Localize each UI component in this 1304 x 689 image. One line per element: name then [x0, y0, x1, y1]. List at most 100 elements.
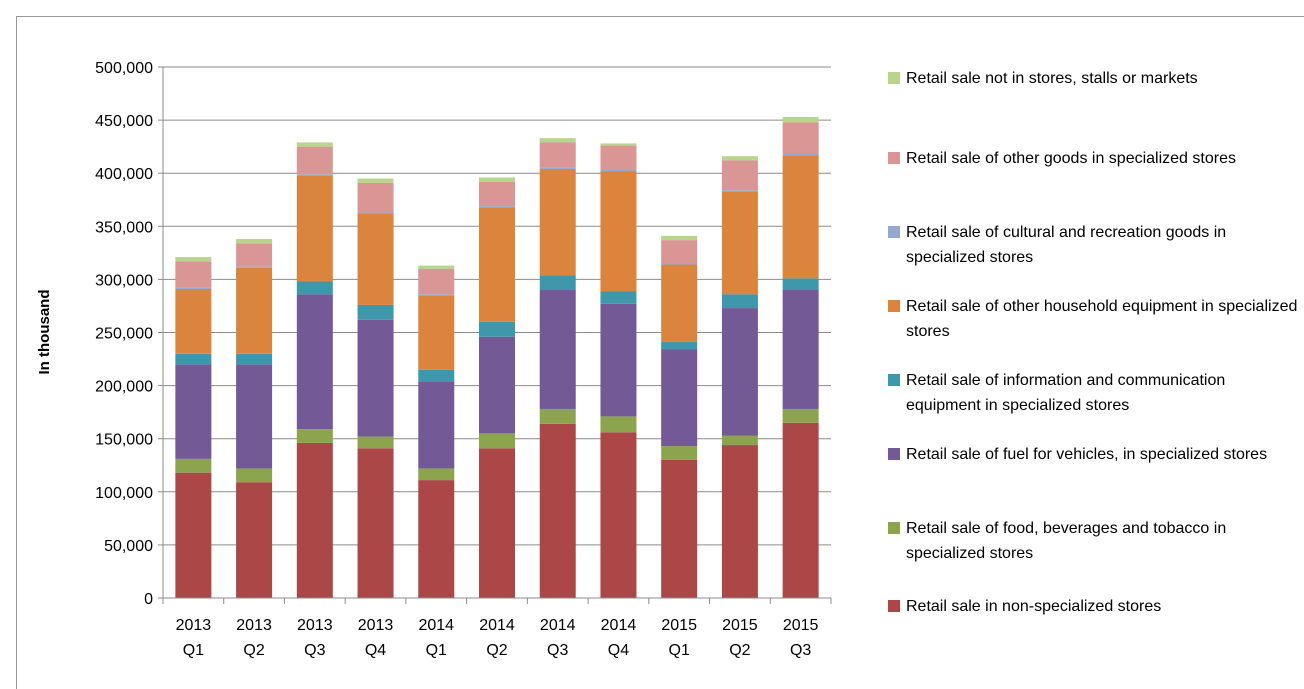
bar-segment: [175, 472, 212, 598]
bar-segment: [539, 168, 576, 276]
bar-segment: [539, 290, 576, 409]
y-tick-label: 200,000: [95, 379, 153, 396]
bar-segment: [357, 182, 394, 213]
bar-segment: [539, 423, 576, 598]
bar-segment: [721, 294, 758, 309]
bar-segment: [539, 142, 576, 168]
bar-segment: [479, 448, 515, 598]
bar-segment: [661, 240, 698, 264]
bar-segment: [479, 433, 515, 449]
x-tick-label: 2013 Q1: [176, 617, 212, 659]
legend-swatch: [888, 448, 900, 460]
bar-segment: [782, 408, 819, 423]
bar-segment: [600, 416, 637, 433]
bar-segment: [236, 468, 273, 483]
y-tick-label: 450,000: [95, 113, 153, 130]
y-tick-label: 50,000: [104, 538, 153, 555]
legend-swatch: [888, 374, 900, 386]
bar-segment: [661, 264, 698, 343]
bar-segment: [296, 174, 333, 176]
bar-segment: [782, 155, 819, 279]
bar-segment: [175, 261, 212, 288]
bar-segment: [357, 213, 394, 305]
bar-segment: [782, 116, 819, 123]
legend-item: Retail sale of other goods in specialize…: [888, 146, 1298, 171]
legend-label: Retail sale not in stores, stalls or mar…: [906, 70, 1198, 87]
bar-segment: [721, 191, 758, 295]
y-axis-title: In thousand: [36, 290, 53, 375]
y-tick-labels: 0 50,000 100,000 150,000 200,000 250,000 300,0…: [95, 60, 153, 608]
bar-segment: [236, 353, 273, 365]
bar-segment: [661, 459, 698, 598]
bar-segment: [357, 436, 394, 449]
bar-segment: [175, 353, 212, 365]
bar-segment: [479, 321, 515, 337]
bar-segment: [721, 308, 758, 436]
bar-segment: [175, 458, 212, 473]
bar-segment: [236, 243, 273, 267]
bar-segment: [661, 349, 698, 447]
x-tick-label: 2013 Q2: [236, 617, 272, 659]
bar-segment: [539, 167, 576, 169]
bar-segment: [661, 446, 698, 460]
bar-segment: [600, 432, 637, 598]
bar-segment: [175, 287, 212, 289]
legend-item: Retail sale of fuel for vehicles, in spe…: [888, 442, 1298, 467]
x-tick-labels: 2013 Q1 2013 Q2 2013 Q3 2013 Q4 2014 Q1 2014 Q2 2014…: [176, 617, 819, 659]
y-tick-label: 0: [144, 591, 153, 608]
legend-item: Retail sale in non-specialized stores: [888, 594, 1298, 619]
y-tick-label: 300,000: [95, 272, 153, 289]
legend-label: Retail sale of cultural and recreation g…: [906, 224, 1227, 266]
bar-segment: [418, 381, 455, 469]
legend-label: Retail sale of information and communica…: [906, 372, 1226, 414]
bar-segment: [296, 281, 333, 295]
bar-segment: [661, 235, 698, 241]
bar-segment: [721, 156, 758, 161]
bar-segment: [357, 448, 394, 598]
x-tick-label: 2014 Q4: [601, 617, 637, 659]
bar-segment: [539, 138, 576, 143]
bar-segment: [357, 304, 394, 320]
y-tick-label: 350,000: [95, 219, 153, 236]
legend-swatch: [888, 152, 900, 164]
bar-segment: [479, 336, 515, 434]
axes: [158, 66, 832, 604]
bar-segment: [175, 364, 212, 459]
legend-label: Retail sale of food, beverages and tobac…: [906, 520, 1227, 562]
chart-frame: [16, 16, 1304, 689]
legend-swatch: [888, 72, 900, 84]
bar-segment: [418, 369, 455, 382]
bar-segment: [418, 295, 455, 370]
bar-segment: [296, 175, 333, 282]
bar-segment: [175, 257, 212, 262]
bar-segment: [236, 266, 273, 268]
legend-swatch: [888, 600, 900, 612]
x-tick-label: 2014 Q1: [418, 617, 454, 659]
bar-segment: [296, 142, 333, 147]
bar-segment: [236, 239, 273, 244]
bar-segment: [782, 422, 819, 598]
legend-item: Retail sale of other household equipment…: [888, 294, 1298, 344]
bar-segment: [721, 190, 758, 192]
x-tick-label: 2014 Q3: [540, 617, 576, 659]
x-tick-label: 2013 Q4: [358, 617, 394, 659]
bar-segment: [721, 435, 758, 446]
bar-segment: [479, 207, 515, 322]
legend-swatch: [888, 300, 900, 312]
x-tick-label: 2014 Q2: [479, 617, 515, 659]
legend-item: Retail sale not in stores, stalls or mar…: [888, 66, 1298, 91]
y-tick-label: 250,000: [95, 326, 153, 343]
legend-swatch: [888, 226, 900, 238]
bar-segment: [479, 181, 515, 207]
bar-segment: [236, 267, 273, 354]
bar-segment: [782, 153, 819, 156]
bar-segment: [236, 482, 273, 598]
bar-segment: [479, 206, 515, 208]
bar-segment: [296, 146, 333, 175]
legend-label: Retail sale of other goods in specialize…: [906, 150, 1236, 167]
bar-segment: [418, 294, 455, 296]
bar-segment: [721, 160, 758, 191]
y-tick-label: 400,000: [95, 166, 153, 183]
bar-segment: [600, 291, 637, 304]
